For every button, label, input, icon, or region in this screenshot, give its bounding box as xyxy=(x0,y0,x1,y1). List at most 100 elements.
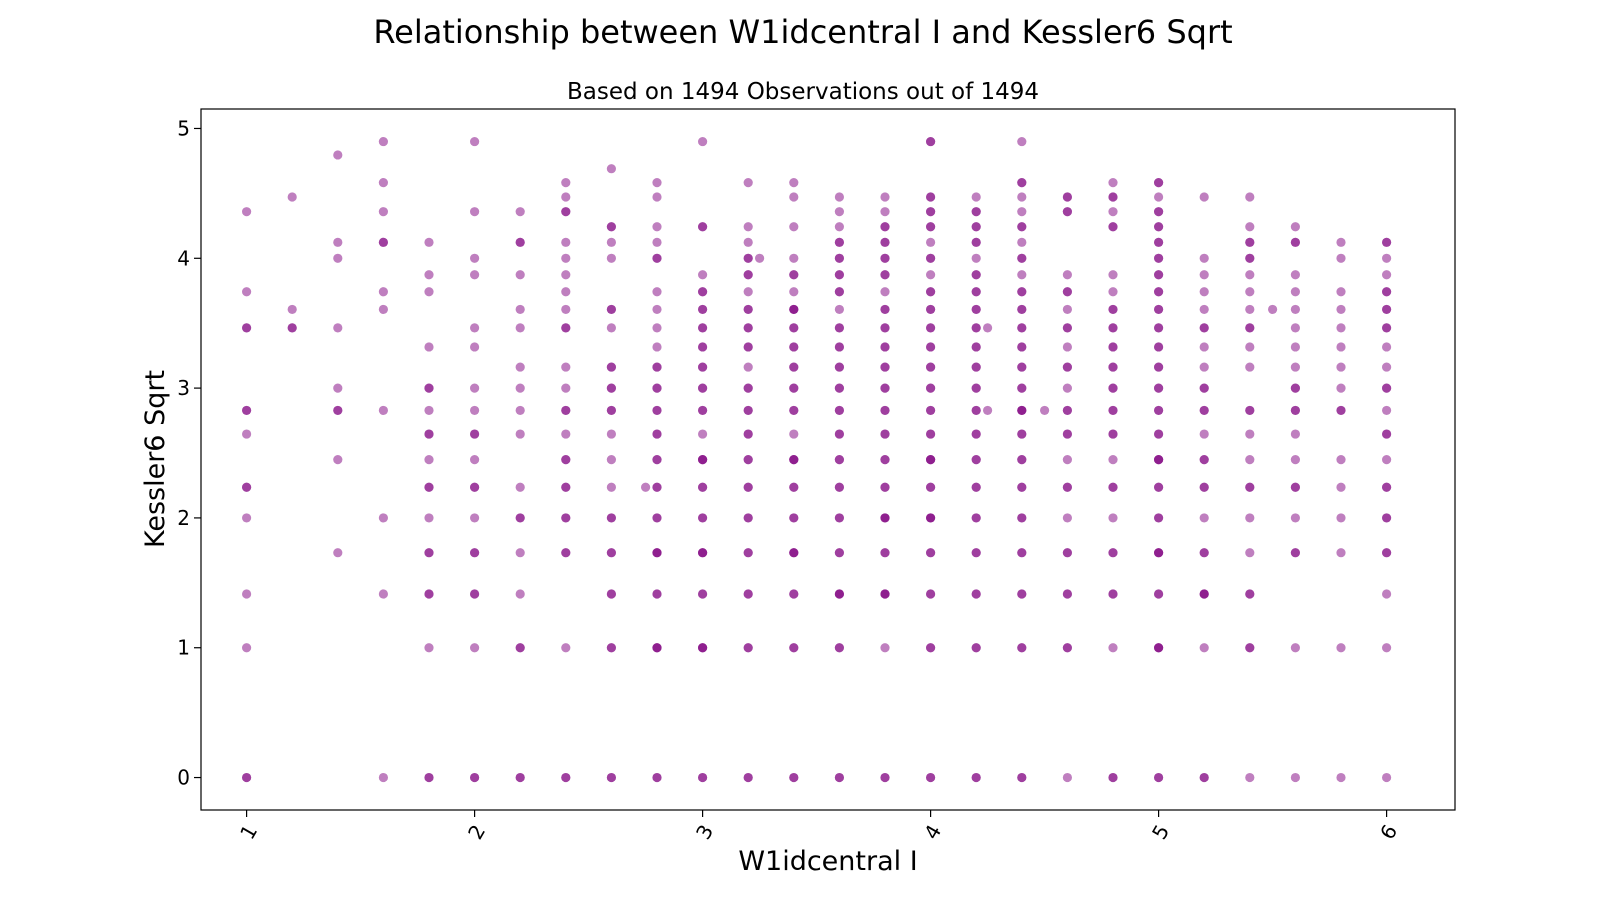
data-point xyxy=(971,405,981,416)
data-point xyxy=(1199,362,1209,372)
y-tick-label: 4 xyxy=(177,246,190,270)
data-point xyxy=(1017,253,1027,263)
data-point xyxy=(652,287,662,297)
data-point xyxy=(698,136,708,147)
data-point xyxy=(561,383,571,393)
data-point xyxy=(971,482,981,492)
data-point xyxy=(561,455,571,465)
data-point xyxy=(971,237,981,247)
data-point xyxy=(333,455,343,465)
data-point xyxy=(424,383,434,393)
data-point xyxy=(606,304,617,315)
data-point xyxy=(789,253,799,263)
data-point xyxy=(424,429,434,439)
data-point xyxy=(983,405,993,416)
data-point xyxy=(1062,192,1072,202)
data-point xyxy=(1290,482,1300,492)
data-point xyxy=(424,237,434,247)
data-point xyxy=(1199,643,1209,653)
chart-title: Relationship between W1idcentral I and K… xyxy=(373,13,1232,51)
data-point xyxy=(1290,405,1300,416)
data-point xyxy=(1062,589,1072,599)
data-point xyxy=(1245,192,1255,202)
data-point xyxy=(652,237,662,247)
data-point xyxy=(1336,237,1346,247)
data-point xyxy=(424,287,434,297)
data-point xyxy=(378,287,388,297)
data-point xyxy=(971,548,981,558)
data-point xyxy=(698,548,708,558)
data-point xyxy=(743,383,753,393)
data-point xyxy=(1336,287,1346,297)
data-point xyxy=(971,455,981,465)
data-point xyxy=(515,362,525,372)
data-point xyxy=(424,342,434,352)
data-point xyxy=(834,772,845,783)
data-point xyxy=(561,178,571,188)
data-point xyxy=(1382,304,1392,315)
data-point xyxy=(333,548,343,558)
data-point xyxy=(1154,643,1164,653)
data-point xyxy=(515,323,525,333)
data-point xyxy=(1245,643,1255,653)
data-point xyxy=(834,643,845,653)
data-point xyxy=(470,643,480,653)
data-point xyxy=(1382,513,1392,523)
data-point xyxy=(1245,772,1255,783)
data-point xyxy=(1017,513,1027,523)
data-point xyxy=(971,323,981,333)
data-point xyxy=(515,270,525,280)
data-point xyxy=(834,207,845,217)
data-point xyxy=(926,323,936,333)
data-point xyxy=(242,405,252,416)
data-point xyxy=(424,589,434,599)
data-point xyxy=(926,429,936,439)
data-point xyxy=(1382,643,1392,653)
data-point xyxy=(606,429,617,439)
data-point xyxy=(880,548,890,558)
data-point xyxy=(606,383,617,393)
data-point xyxy=(789,323,799,333)
data-point xyxy=(1062,270,1072,280)
data-point xyxy=(470,270,480,280)
data-point xyxy=(743,455,753,465)
data-point xyxy=(743,304,753,315)
data-point xyxy=(698,482,708,492)
data-point xyxy=(1154,342,1164,352)
data-point xyxy=(971,253,981,263)
data-point xyxy=(515,207,525,217)
data-point xyxy=(561,548,571,558)
data-point xyxy=(424,455,434,465)
data-point xyxy=(1154,589,1164,599)
data-point xyxy=(1382,237,1392,247)
x-tick-label: 2 xyxy=(463,820,490,843)
data-point xyxy=(424,643,434,653)
data-point xyxy=(470,383,480,393)
data-point xyxy=(1017,362,1027,372)
data-point xyxy=(880,207,890,217)
data-point xyxy=(1382,589,1392,599)
data-point xyxy=(1017,548,1027,558)
data-point xyxy=(424,772,434,783)
data-point xyxy=(242,513,252,523)
data-point xyxy=(880,589,890,599)
data-point xyxy=(880,237,890,247)
data-point xyxy=(1154,383,1164,393)
data-point xyxy=(561,253,571,263)
data-point xyxy=(1245,548,1255,558)
data-point xyxy=(1108,270,1118,280)
data-point xyxy=(1290,383,1300,393)
data-point xyxy=(1017,237,1027,247)
data-point xyxy=(880,772,890,783)
data-point xyxy=(1062,513,1072,523)
x-tick-label: 5 xyxy=(1147,820,1174,843)
data-point xyxy=(561,513,571,523)
data-point xyxy=(1199,287,1209,297)
data-point xyxy=(1017,136,1027,147)
data-point xyxy=(470,405,480,416)
data-point xyxy=(1062,405,1072,416)
data-point xyxy=(1154,237,1164,247)
data-point xyxy=(1017,178,1027,188)
data-point xyxy=(378,136,388,147)
data-point xyxy=(743,342,753,352)
